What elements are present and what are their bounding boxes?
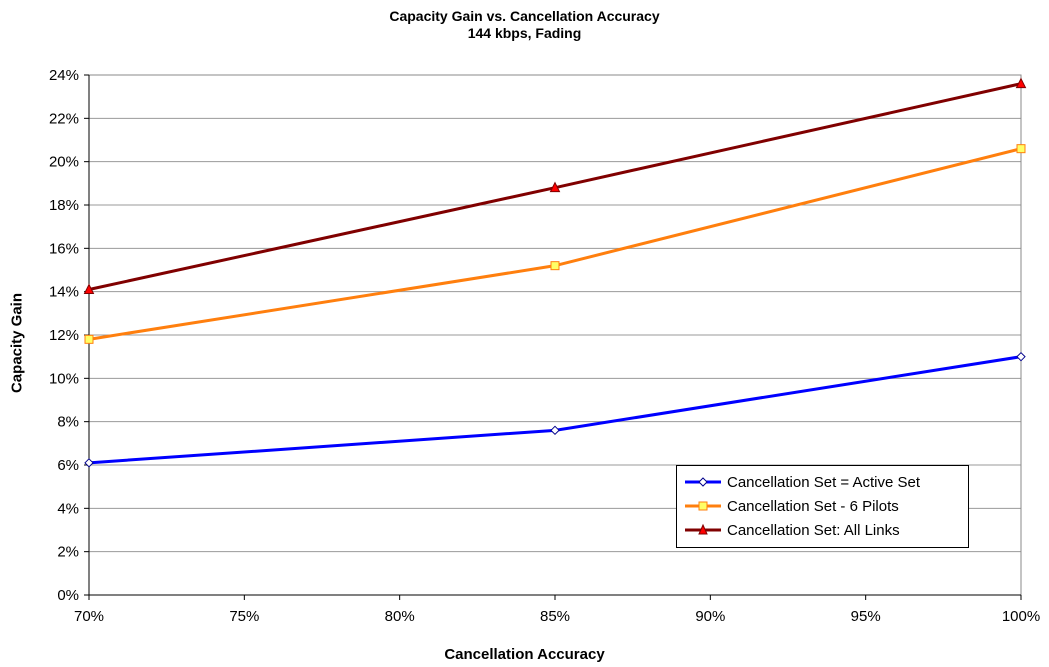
y-tick-label: 22% <box>49 110 79 127</box>
y-tick-label: 18% <box>49 197 79 214</box>
legend-label-active-set: Cancellation Set = Active Set <box>727 473 921 491</box>
y-tick-label: 2% <box>57 544 79 561</box>
y-tick-label: 14% <box>49 284 79 301</box>
legend-item-6-pilots: Cancellation Set - 6 Pilots <box>683 496 899 516</box>
y-tick-label: 4% <box>57 500 79 517</box>
x-tick-label: 85% <box>540 608 570 625</box>
x-axis-label: Cancellation Accuracy <box>444 646 605 663</box>
series-active-set-line <box>88 355 1022 465</box>
x-tick-label: 70% <box>74 608 104 625</box>
legend-label-all-links: Cancellation Set: All Links <box>727 521 900 539</box>
y-tick-label: 0% <box>57 587 79 604</box>
legend-swatch-all-links <box>685 523 721 535</box>
chart-title: Capacity Gain vs. Cancellation Accuracy <box>389 8 660 24</box>
x-tick-label: 100% <box>1002 608 1040 625</box>
series-all-links-point <box>1015 77 1027 89</box>
legend: Cancellation Set = Active Set Cancellati… <box>676 465 969 548</box>
series-6-pilots-point <box>550 261 560 271</box>
x-tick-label: 90% <box>695 608 725 625</box>
y-tick-label: 24% <box>49 67 79 84</box>
series-active-set-point <box>84 458 94 468</box>
series-6-pilots-point <box>1016 144 1026 154</box>
y-tick-label: 20% <box>49 154 79 171</box>
legend-item-active-set: Cancellation Set = Active Set <box>683 472 920 492</box>
series-active-set-point <box>1016 351 1026 362</box>
y-axis-label: Capacity Gain <box>8 292 26 394</box>
series-6-pilots-line <box>88 147 1022 341</box>
legend-swatch-6-pilots <box>685 501 721 511</box>
x-tick-label: 80% <box>385 608 415 625</box>
legend-swatch-active-set <box>685 477 721 487</box>
x-tick-label: 95% <box>851 608 881 625</box>
series-active-set-point <box>550 425 560 436</box>
x-tick-label: 75% <box>229 608 259 625</box>
y-tick-label: 8% <box>57 414 79 431</box>
y-tick-label: 12% <box>49 327 79 344</box>
series-all-links-point <box>549 181 561 193</box>
chart-subtitle: 144 kbps, Fading <box>467 25 582 41</box>
legend-label-6-pilots: Cancellation Set - 6 Pilots <box>727 497 899 515</box>
y-tick-label: 10% <box>49 370 79 387</box>
series-6-pilots-point <box>84 334 94 344</box>
y-tick-label: 16% <box>49 240 79 257</box>
legend-item-all-links: Cancellation Set: All Links <box>683 520 900 540</box>
y-tick-label: 6% <box>57 457 79 474</box>
series-all-links-point <box>83 283 95 294</box>
